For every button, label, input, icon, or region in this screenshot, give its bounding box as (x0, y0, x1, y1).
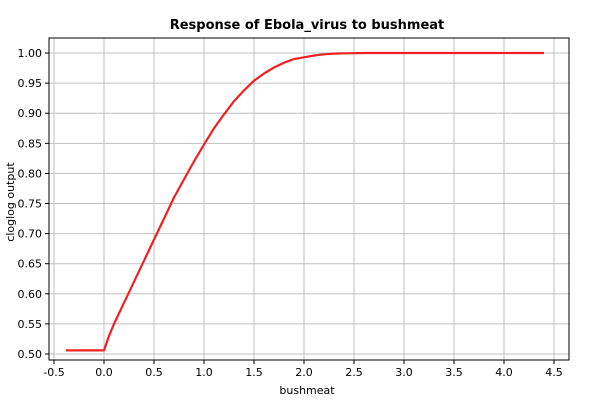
x-axis-label: bushmeat (279, 384, 335, 397)
y-tick-label: 1.00 (18, 47, 43, 60)
y-tick-label: 0.65 (18, 258, 43, 271)
y-tick-label: 0.75 (18, 198, 43, 211)
y-tick-label: 0.80 (18, 167, 43, 180)
y-axis-label: cloglog output (4, 162, 17, 242)
x-tick-label: 0.0 (95, 366, 113, 379)
y-tick-label: 0.90 (18, 107, 43, 120)
y-tick-label: 0.95 (18, 77, 43, 90)
x-tick-label: 2.5 (345, 366, 363, 379)
x-tick-label: 0.5 (145, 366, 163, 379)
y-tick-label: 0.70 (18, 228, 43, 241)
plot-area-frame (48, 37, 570, 361)
y-tick-label: 0.50 (18, 348, 43, 361)
x-tick-label: 3.5 (445, 366, 463, 379)
chart-title: Response of Ebola_virus to bushmeat (170, 18, 445, 33)
x-tick-label: 1.5 (245, 366, 263, 379)
x-tick-label: 3.0 (395, 366, 413, 379)
x-axis: -0.5 0.0 0.5 1.0 1.5 2.0 2.5 3.0 3.5 4.0 4.5 (43, 360, 563, 379)
y-axis: 0.50 0.55 0.60 0.65 0.70 0.75 0.80 0.85 0.90 0.95… (18, 47, 49, 361)
grid-lines (49, 38, 569, 360)
x-tick-label: -0.5 (43, 366, 64, 379)
y-tick-label: 0.60 (18, 288, 43, 301)
y-tick-label: 0.55 (18, 318, 43, 331)
y-tick-label: 0.85 (18, 137, 43, 150)
x-tick-label: 4.5 (545, 366, 563, 379)
series-layer (66, 51, 544, 352)
x-tick-label: 1.0 (195, 366, 213, 379)
x-tick-label: 4.0 (495, 366, 513, 379)
x-tick-label: 2.0 (295, 366, 313, 379)
response-curve-line (66, 51, 544, 352)
